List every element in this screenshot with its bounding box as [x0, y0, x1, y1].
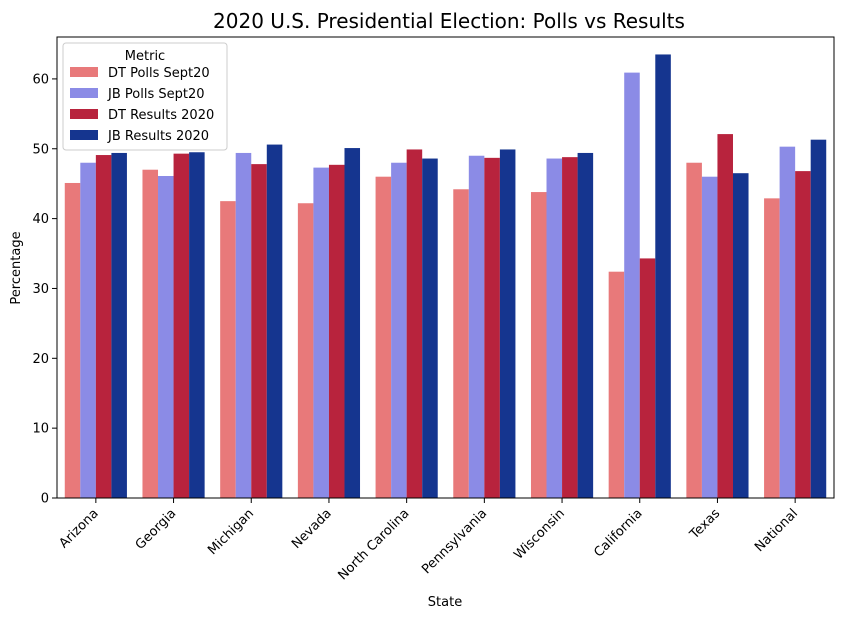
bar: [577, 152, 594, 498]
y-tick-label: 20: [32, 352, 49, 367]
legend-box: [62, 42, 228, 151]
y-tick-label: 0: [41, 492, 49, 507]
plot-frame: [56, 36, 835, 499]
x-tick-label: Nevada: [289, 506, 335, 552]
bar: [639, 258, 656, 498]
legend-title: Metric: [125, 49, 165, 64]
y-axis: 0 10 20 30 40 50 60: [32, 72, 57, 507]
bar: [251, 164, 267, 498]
bar: [608, 271, 625, 498]
bar: [111, 152, 127, 498]
x-tick-label: Texas: [687, 506, 724, 543]
bar: [297, 203, 314, 499]
chart-title: 2020 U.S. Presidential Election: Polls v…: [213, 9, 685, 33]
bar: [313, 167, 329, 498]
bar: [717, 134, 733, 498]
bar: [499, 149, 516, 498]
legend-label: JB Polls Sept20: [107, 87, 204, 102]
bar: [422, 158, 438, 499]
bar: [546, 158, 563, 499]
bar: [189, 152, 205, 498]
bar: [468, 155, 485, 499]
bar: [779, 146, 796, 498]
bar: [375, 176, 392, 498]
bar: [562, 157, 578, 498]
bar: [95, 155, 112, 499]
y-tick-label: 60: [32, 72, 49, 87]
bar: [142, 169, 159, 498]
bar: [795, 171, 811, 499]
bar: [530, 192, 547, 498]
bar: [328, 164, 345, 498]
bar: [158, 176, 174, 498]
bar: [406, 149, 423, 498]
bar: [453, 189, 469, 498]
legend-swatch: [70, 67, 98, 77]
x-axis-label: State: [428, 595, 462, 610]
legend-swatch: [70, 109, 98, 119]
y-tick-label: 50: [32, 142, 49, 157]
bar: [764, 198, 780, 498]
legend-swatch: [70, 88, 98, 98]
bar: [484, 157, 500, 498]
bar: [732, 173, 749, 498]
bar: [173, 153, 190, 498]
legend-label: DT Polls Sept20: [108, 66, 210, 81]
legend-label: JB Results 2020: [107, 129, 209, 144]
bar: [344, 148, 361, 498]
bar: [266, 144, 283, 498]
x-tick-label: National: [752, 506, 801, 555]
bar: [810, 139, 827, 498]
x-tick-label: Wisconsin: [511, 506, 568, 563]
x-tick-label: Pennsylvania: [419, 506, 490, 577]
x-tick-label: Arizona: [57, 506, 102, 551]
x-tick-label: Michigan: [205, 506, 257, 558]
bar: [701, 176, 718, 498]
bars-group: [64, 54, 827, 499]
bar: [624, 72, 640, 499]
y-tick-label: 40: [32, 212, 49, 227]
bar: [64, 182, 81, 499]
x-tick-label: North Carolina: [335, 506, 412, 583]
legend-swatch: [70, 130, 98, 140]
x-tick-label: Georgia: [133, 506, 180, 553]
bar: [80, 162, 96, 499]
x-axis: Arizona Georgia Michigan Nevada North Caroli…: [57, 498, 801, 583]
y-axis-label: Percentage: [9, 231, 24, 304]
bar: [686, 162, 702, 499]
bar: [655, 54, 671, 499]
y-tick-label: 30: [32, 282, 49, 297]
x-tick-label: California: [591, 506, 645, 560]
legend-items: DT Polls Sept20 JB Polls Sept20 DT Results…: [70, 66, 214, 144]
bar: [391, 162, 407, 499]
bar: [220, 201, 236, 498]
y-tick-label: 10: [32, 422, 49, 437]
bar: [235, 152, 252, 498]
legend-label: DT Results 2020: [108, 108, 214, 123]
